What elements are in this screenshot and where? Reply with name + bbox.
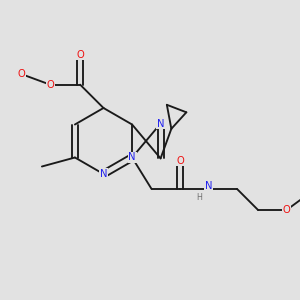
- Text: H: H: [196, 193, 202, 202]
- Text: O: O: [46, 80, 54, 90]
- Text: O: O: [18, 69, 26, 79]
- Text: O: O: [76, 50, 84, 60]
- Text: O: O: [283, 205, 290, 215]
- Text: N: N: [128, 152, 136, 163]
- Text: O: O: [176, 155, 184, 166]
- Text: N: N: [100, 169, 107, 179]
- Text: N: N: [205, 181, 212, 191]
- Text: N: N: [157, 118, 164, 129]
